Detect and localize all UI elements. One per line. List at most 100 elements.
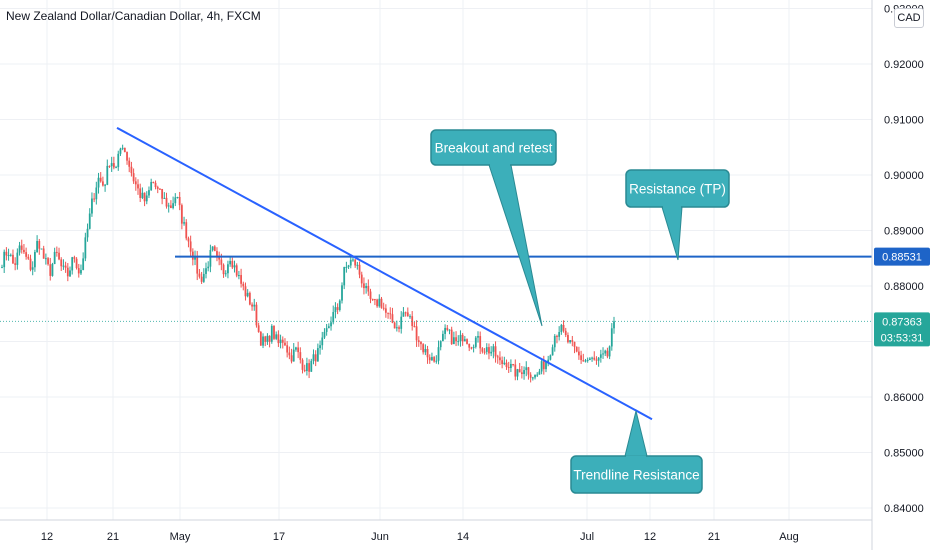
candle-body [73,257,76,259]
candle [222,263,225,278]
candle [516,368,519,381]
candle [580,350,582,364]
candle [420,340,422,351]
candle [578,346,580,360]
candle-body [229,260,232,265]
candle [128,157,131,173]
candle-body [597,357,600,361]
candle [121,144,124,151]
candle-body [40,248,43,250]
candle [575,346,578,353]
candle [80,264,82,275]
candle [536,372,539,377]
candle [492,343,495,359]
candle [367,279,370,296]
candle [338,299,341,312]
candle [485,343,488,355]
candle-body [494,346,497,357]
candle-body [55,251,58,253]
candle-body [459,334,462,342]
candle [398,325,400,333]
candle-body [450,329,453,345]
candle-body [321,337,324,346]
candle [584,358,587,363]
candle [106,159,109,186]
candle [564,327,567,338]
candle-body [207,266,210,269]
candle-body [424,348,427,353]
candle-body [139,188,142,198]
candle [117,150,120,171]
candle-body [180,205,183,224]
candle-body [514,364,517,377]
trendline-callout-pointer [624,410,648,457]
candle-body [512,363,514,365]
candle-body [71,257,74,271]
candle [514,359,517,381]
candle [431,352,433,361]
candle-body [248,292,251,305]
candle [264,335,267,347]
candle [216,247,218,262]
candle-body [604,350,607,354]
candles [1,144,615,383]
candle-body [80,269,82,274]
candle-body [363,283,365,289]
candle-body [395,327,398,329]
candle [55,246,58,257]
candle [110,156,113,172]
candle-body [297,347,300,353]
candle-body [505,362,508,367]
candle [308,359,310,379]
candle [413,321,416,328]
resistance-callout[interactable]: Resistance (TP) [625,169,730,261]
candle-body [97,177,100,188]
candle [599,349,602,363]
candle [306,357,308,376]
candle [187,236,190,248]
candle [442,330,444,342]
candle-body [205,268,207,274]
candle [227,260,229,279]
candle-body [457,341,460,343]
candle-body [198,273,201,277]
y-tick-label: 0.91000 [884,115,924,127]
candle [450,326,453,345]
candle-body [567,335,569,343]
candle [424,344,427,356]
breakout-callout[interactable]: Breakout and retest [430,129,557,327]
candle [259,330,262,346]
trendline-callout[interactable]: Trendline Resistance [570,410,703,494]
candle-body [238,275,240,277]
candle [461,333,464,346]
candle-body [345,266,348,268]
candle-body [312,354,315,361]
candle-body [262,336,264,346]
descending-trendline[interactable] [116,126,653,421]
candle [299,347,302,364]
candle-body [485,347,488,352]
candle [538,368,541,375]
candle [503,356,506,366]
candle [551,344,554,356]
candle-body [211,246,214,250]
candle [150,178,153,191]
candle [88,208,91,230]
candle [540,358,543,375]
candle [112,156,115,170]
candle [262,333,264,349]
candle [134,177,137,191]
candle [494,341,497,363]
candle-body [12,254,14,264]
trendline-callout-seam [626,455,646,459]
candle [356,261,359,270]
candle [143,192,146,207]
currency-button[interactable]: CAD [894,8,924,28]
y-tick-label: 0.88000 [884,281,924,293]
candle [316,343,319,362]
candle [189,235,192,257]
candle-body [231,260,234,268]
candle-body [9,254,12,256]
